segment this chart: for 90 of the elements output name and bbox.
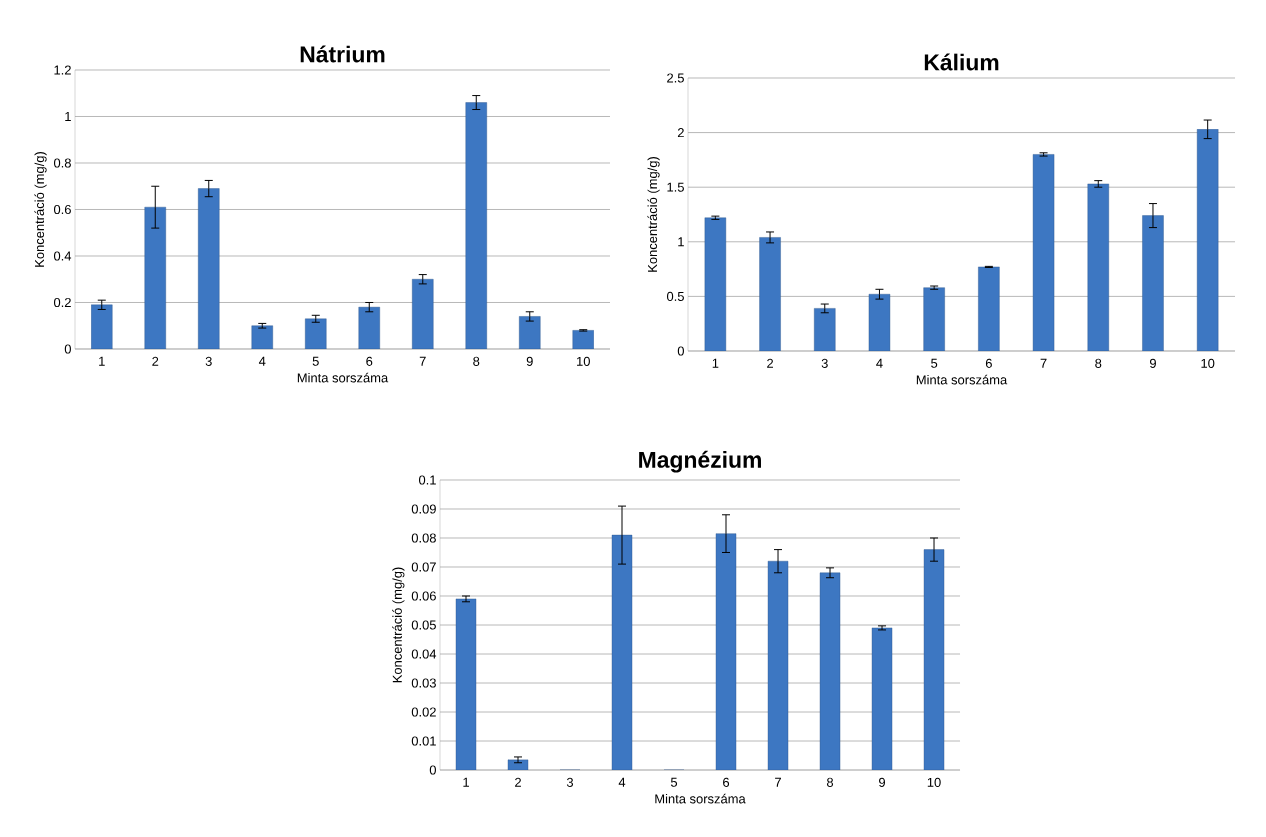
chart-title: Kálium	[924, 53, 999, 71]
x-axis-title: Minta sorszáma	[916, 374, 1008, 385]
bar	[704, 217, 727, 351]
y-tick-label: 0.08	[411, 533, 436, 543]
x-tick-label: 1	[712, 358, 719, 368]
bar	[923, 287, 945, 351]
y-tick-label: 0.04	[411, 649, 437, 659]
y-tick-label: 0.5	[666, 291, 684, 301]
bar	[1032, 154, 1055, 351]
y-tick-label: 0.06	[411, 591, 436, 601]
x-tick-label: 2	[515, 777, 521, 787]
y-tick-label: 1	[678, 237, 684, 247]
bar	[1142, 215, 1164, 351]
x-tick-label: 1	[463, 777, 469, 787]
bar	[305, 318, 327, 349]
y-tick-label: 0.2	[53, 297, 71, 308]
x-tick-label: 3	[821, 358, 828, 368]
bar	[91, 304, 113, 349]
bar	[465, 102, 487, 349]
y-tick-label: 0.03	[411, 678, 436, 688]
y-tick-label: 0	[677, 346, 684, 356]
x-tick-label: 5	[670, 777, 678, 787]
y-tick-label: 1	[65, 112, 71, 121]
bar	[759, 237, 781, 351]
bar	[871, 627, 893, 770]
x-tick-label: 6	[723, 777, 730, 787]
bar	[1087, 183, 1109, 351]
x-tick-label: 7	[775, 777, 781, 787]
x-tick-label: 8	[1095, 358, 1102, 368]
x-tick-label: 10	[577, 356, 590, 366]
bar	[611, 534, 633, 770]
x-tick-label: 9	[879, 777, 886, 787]
bar	[251, 325, 273, 349]
y-tick-label: 1.5	[667, 182, 684, 192]
y-axis-title: Koncentráció (mg/g)	[34, 152, 47, 267]
y-tick-label: 1.2	[54, 65, 71, 75]
bar	[412, 279, 434, 349]
x-tick-label: 8	[826, 777, 834, 787]
x-tick-label: 2	[152, 356, 159, 366]
y-tick-label: 0.09	[411, 504, 436, 514]
x-tick-label: 3	[566, 777, 574, 787]
bar	[519, 316, 541, 349]
bar	[572, 330, 594, 349]
bar	[144, 206, 166, 349]
chart-title: Nátrium	[300, 45, 385, 63]
y-axis-title: Koncentráció (mg/g)	[392, 567, 405, 683]
y-tick-label: 0.07	[411, 562, 436, 572]
x-tick-label: 2	[767, 358, 773, 368]
x-tick-label: 6	[985, 358, 992, 368]
x-tick-label: 4	[876, 358, 883, 368]
x-tick-label: 4	[618, 777, 626, 787]
x-tick-label: 5	[312, 356, 319, 366]
y-tick-label: 0.6	[53, 204, 71, 215]
x-tick-label: 1	[99, 356, 105, 366]
bar	[455, 598, 477, 770]
x-tick-label: 9	[526, 356, 533, 366]
x-tick-label: 10	[1201, 358, 1215, 368]
chart-title: Magnézium	[639, 450, 761, 473]
y-tick-label: 0.01	[411, 736, 436, 746]
x-axis-title: Minta sorszáma	[297, 372, 389, 383]
x-tick-label: 8	[473, 356, 480, 366]
y-tick-label: 2	[677, 128, 684, 138]
bar	[1196, 129, 1219, 351]
x-tick-label: 7	[419, 356, 426, 366]
y-tick-label: 0.8	[53, 158, 71, 168]
x-tick-label: 9	[1149, 358, 1156, 368]
bar	[198, 188, 220, 349]
bar	[767, 561, 789, 770]
bar	[868, 294, 891, 351]
y-axis-title: Koncentráció (mg/g)	[647, 157, 660, 272]
y-tick-label: 0.05	[411, 620, 436, 630]
bar	[814, 308, 836, 351]
y-tick-label: 0.1	[418, 475, 436, 485]
y-tick-label: 0	[429, 765, 436, 775]
x-tick-label: 4	[258, 356, 266, 366]
x-tick-label: 10	[927, 777, 941, 787]
x-tick-label: 3	[205, 356, 212, 366]
x-tick-label: 5	[931, 358, 938, 368]
y-tick-label: 0.02	[411, 707, 436, 717]
y-tick-label: 0	[64, 344, 71, 354]
bar	[923, 549, 945, 770]
bar	[978, 266, 1000, 351]
bar	[715, 533, 737, 770]
x-axis-title: Minta sorszáma	[655, 793, 746, 804]
x-tick-label: 7	[1040, 358, 1047, 368]
y-tick-label: 2.5	[667, 73, 684, 83]
x-tick-label: 6	[366, 356, 373, 366]
bar	[819, 572, 841, 770]
bar	[358, 306, 380, 349]
y-tick-label: 0.4	[53, 251, 72, 261]
